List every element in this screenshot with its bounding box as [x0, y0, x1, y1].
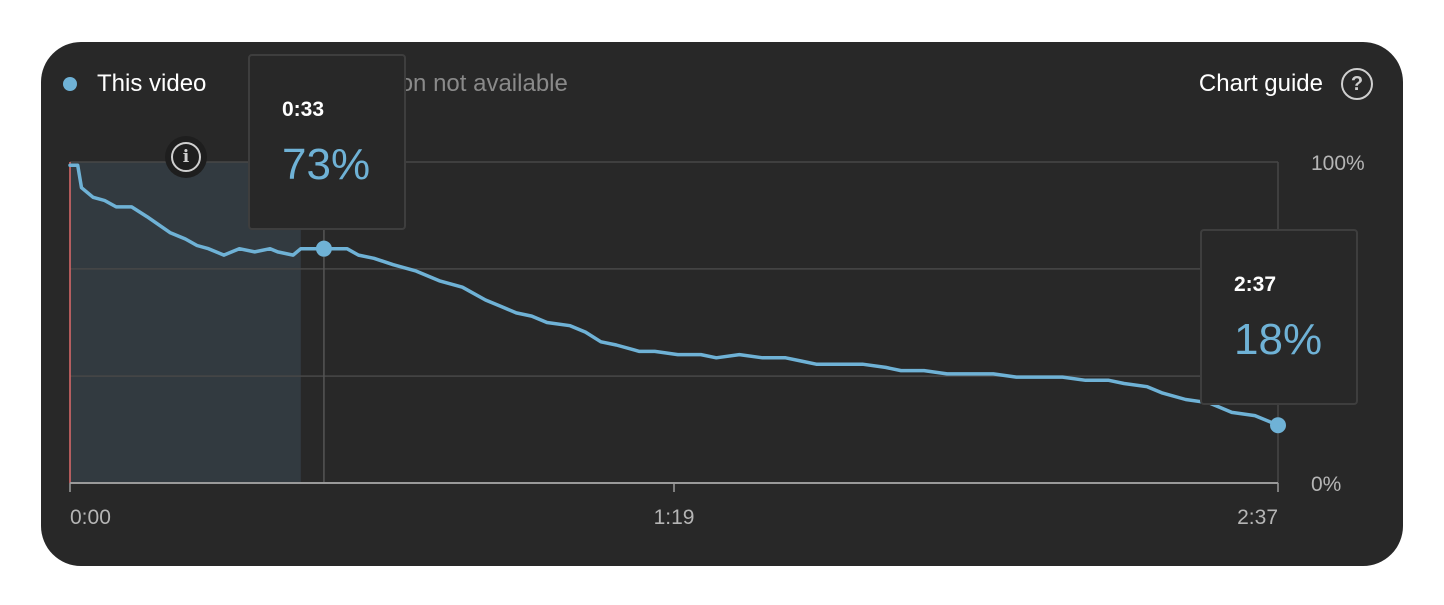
data-point-marker	[315, 240, 332, 257]
tooltip-hover: 0:33 73%	[248, 54, 406, 230]
y-tick-label: 0%	[1311, 473, 1341, 496]
series-line-this-video	[68, 163, 1280, 427]
x-tick-label: 1:19	[654, 506, 695, 529]
tooltip-time: 0:33	[282, 98, 325, 121]
tooltip-value: 73%	[282, 140, 371, 189]
info-glyph: i	[171, 142, 201, 172]
x-tick-label: 2:37	[1237, 506, 1278, 529]
retention-line-chart[interactable]: 0:00 1:19 2:37 100% 0%	[41, 42, 1403, 566]
tooltip-end: 2:37 18%	[1200, 229, 1358, 405]
chart-guide-label[interactable]: Chart guide	[1198, 70, 1323, 97]
tooltip-value: 18%	[1234, 315, 1323, 364]
retention-chart-card: This video etention not available Chart …	[41, 42, 1403, 566]
tooltip-time: 2:37	[1234, 273, 1277, 296]
series-dot-icon	[63, 77, 77, 91]
chart-guide[interactable]: Chart guide ?	[1199, 68, 1373, 100]
help-icon[interactable]: ?	[1341, 68, 1373, 100]
x-tick-label: 0:00	[70, 506, 111, 529]
y-tick-label: 100%	[1311, 152, 1365, 175]
legend-label: This video	[97, 70, 207, 97]
info-icon[interactable]: i	[165, 136, 207, 178]
legend-this-video[interactable]: This video	[63, 70, 206, 98]
data-point-marker	[1270, 417, 1286, 434]
